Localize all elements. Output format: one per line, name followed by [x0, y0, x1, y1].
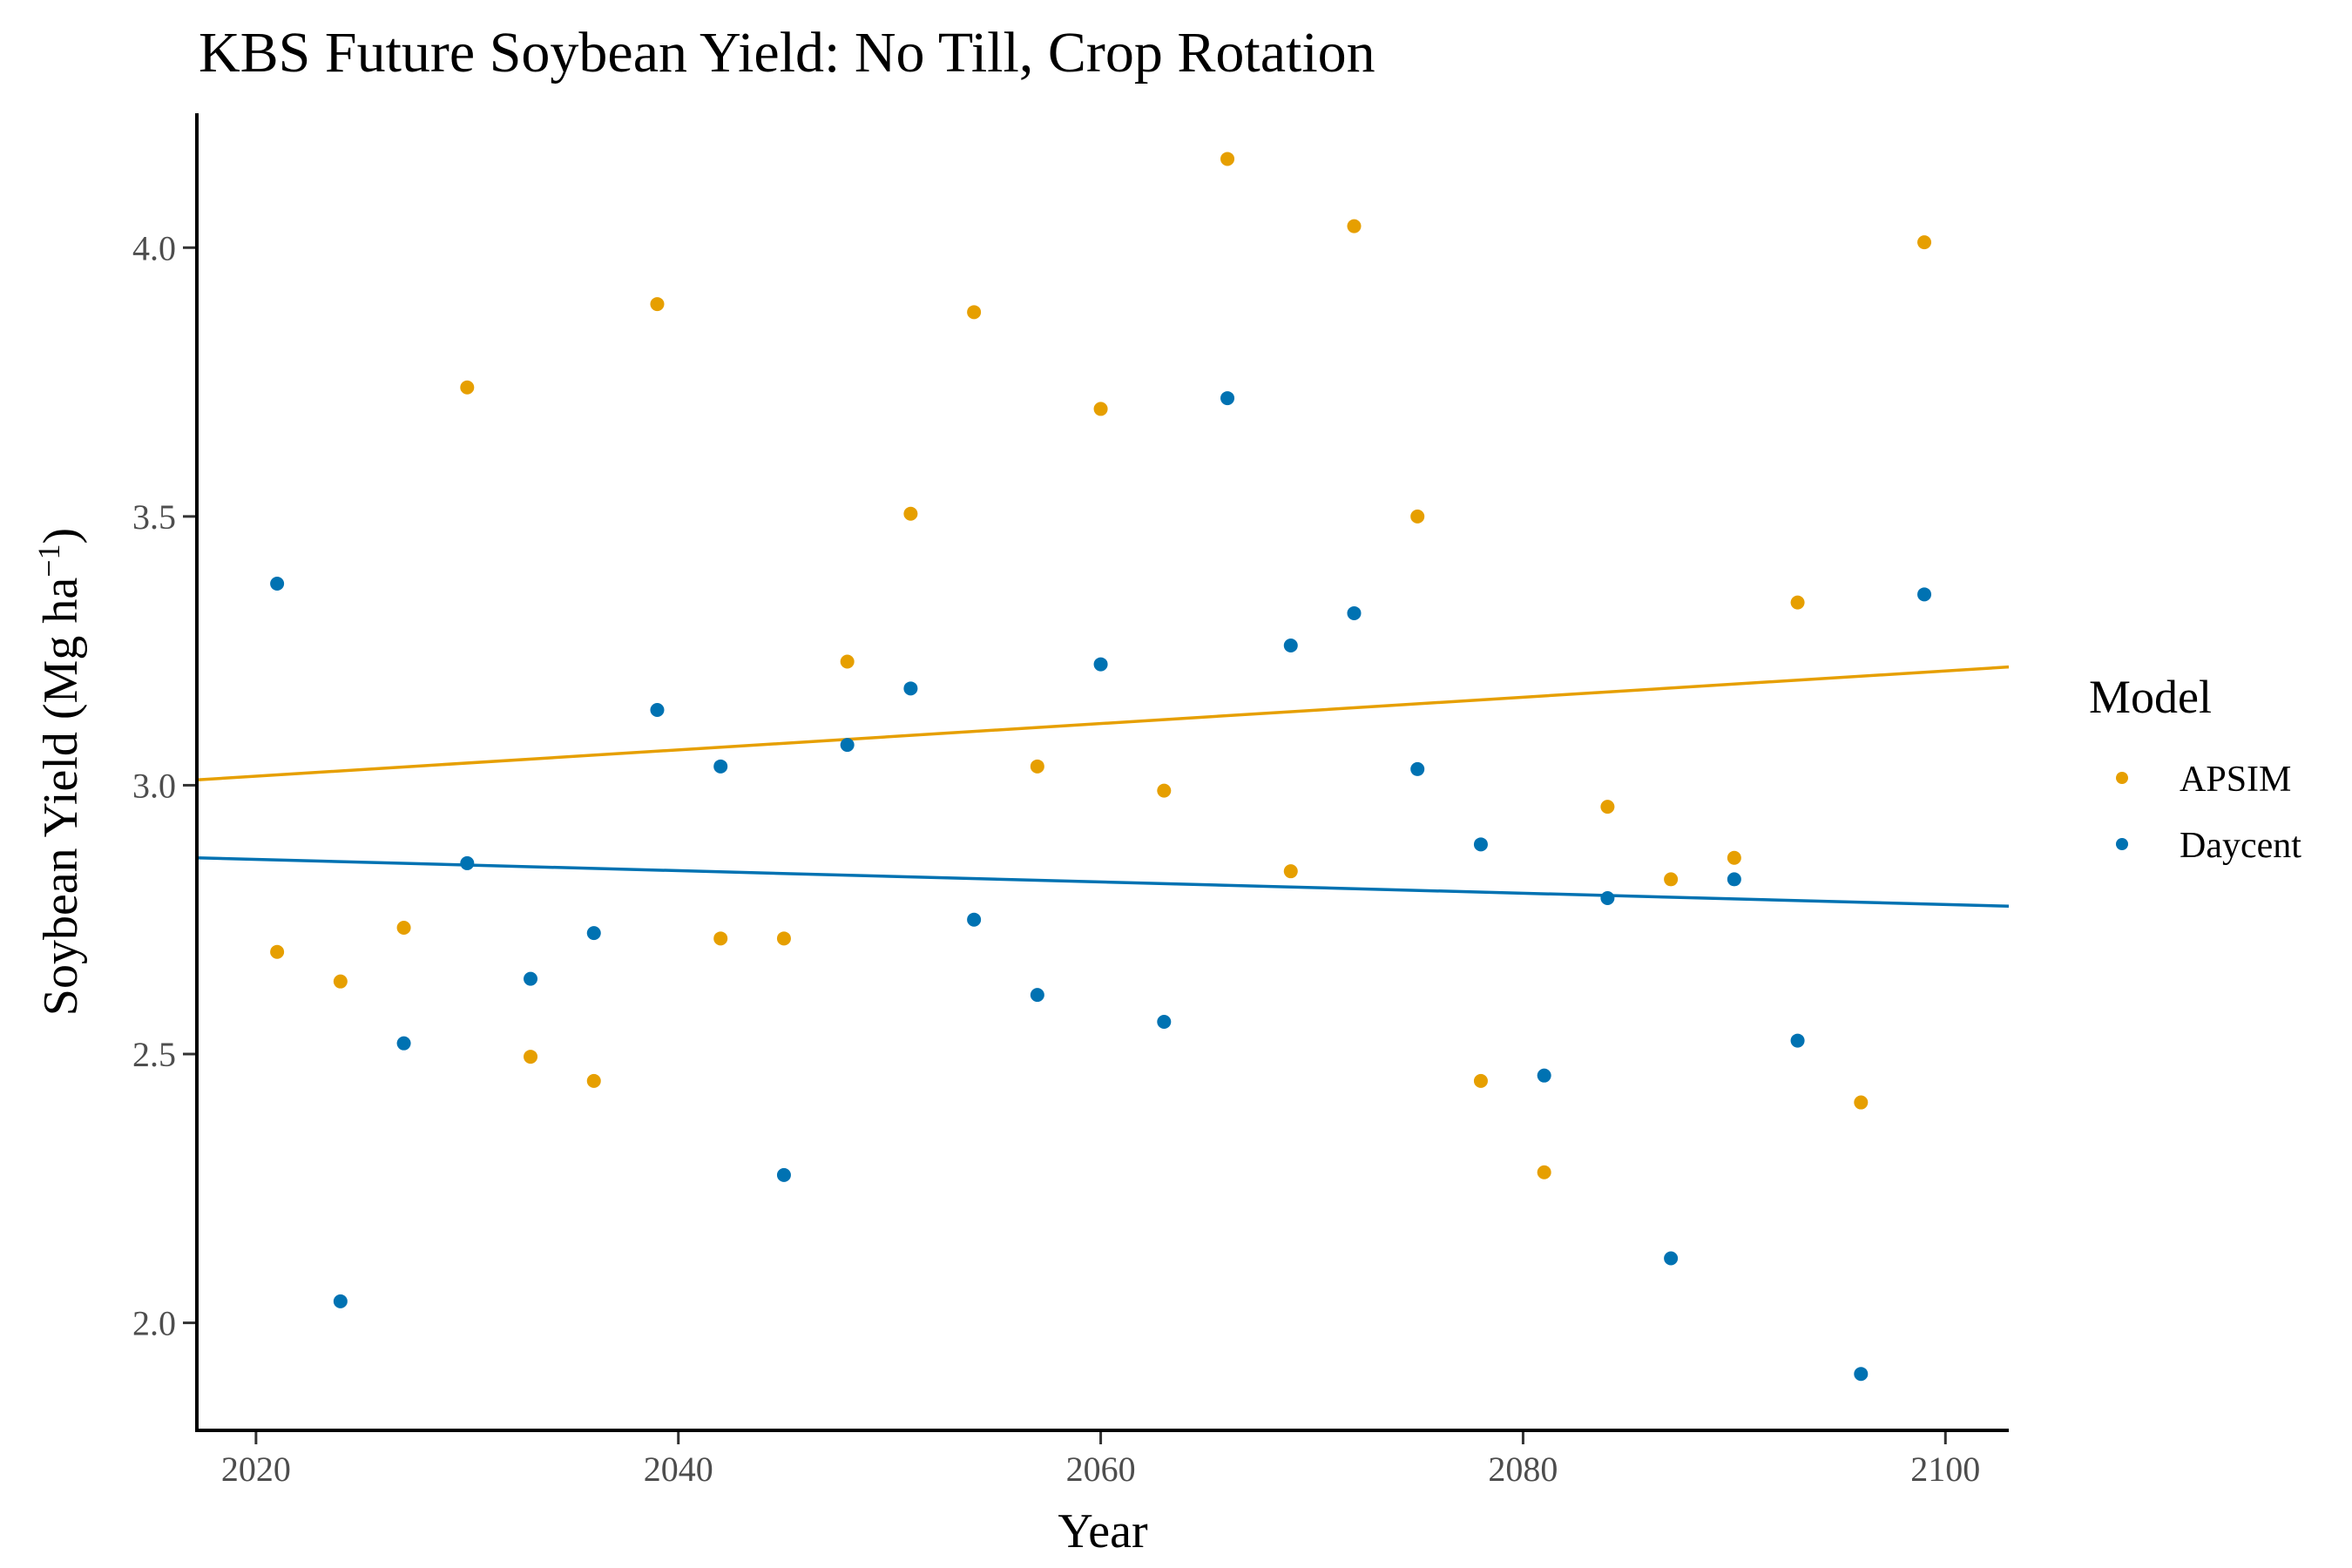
point-apsim	[1854, 1095, 1869, 1110]
y-tick-label: 3.5	[132, 497, 176, 537]
point-daycent	[713, 759, 728, 774]
y-axis-title-close: )	[34, 528, 88, 544]
y-axis-title: Soybean Yield (Mg ha−1)	[31, 528, 88, 1016]
point-apsim	[270, 944, 285, 959]
x-tick-label: 2060	[1066, 1450, 1136, 1489]
point-daycent	[1664, 1251, 1679, 1266]
point-apsim	[1473, 1073, 1488, 1088]
point-apsim	[1030, 759, 1044, 774]
point-daycent	[396, 1036, 411, 1051]
point-apsim	[1410, 509, 1425, 524]
point-daycent	[776, 1167, 791, 1182]
point-apsim	[967, 305, 982, 320]
point-apsim	[1790, 595, 1805, 610]
point-daycent	[460, 855, 475, 870]
x-axis-ticks: 2020 2040 2060 2080 2100	[221, 1432, 1980, 1489]
point-apsim	[396, 920, 411, 935]
point-daycent	[1347, 605, 1362, 620]
y-tick-label: 3.0	[132, 766, 176, 805]
y-tick-label: 2.0	[132, 1304, 176, 1343]
point-daycent	[524, 971, 538, 986]
y-tick-label: 2.5	[132, 1035, 176, 1074]
point-apsim	[1093, 402, 1108, 416]
point-daycent	[333, 1294, 348, 1308]
point-apsim	[713, 931, 728, 946]
point-apsim	[840, 654, 855, 669]
x-tick-label: 2040	[644, 1450, 713, 1489]
point-daycent	[1917, 587, 1932, 602]
point-daycent	[650, 703, 665, 718]
trend-line-apsim	[196, 665, 2010, 782]
point-daycent	[1537, 1068, 1551, 1083]
x-tick-label: 2020	[221, 1450, 291, 1489]
point-apsim	[1537, 1165, 1551, 1179]
x-tick-label: 2080	[1488, 1450, 1558, 1489]
legend-label-apsim: APSIM	[2180, 760, 2291, 800]
point-daycent	[1030, 988, 1044, 1003]
chart-title: KBS Future Soybean Yield: No Till, Crop …	[199, 21, 1375, 84]
y-axis-title-superscript: −1	[31, 544, 66, 577]
point-daycent	[1600, 891, 1615, 906]
point-daycent	[586, 926, 601, 941]
point-daycent	[1790, 1033, 1805, 1048]
x-tick-label: 2100	[1910, 1450, 1980, 1489]
point-apsim	[1600, 800, 1615, 814]
legend: Model APSIM Daycent	[2089, 671, 2301, 866]
point-daycent	[1410, 761, 1425, 776]
point-daycent	[1473, 837, 1488, 852]
point-apsim	[1917, 235, 1932, 250]
point-apsim	[1157, 783, 1172, 798]
point-daycent	[1727, 872, 1741, 887]
y-axis-title-main: Soybean Yield (Mg ha	[34, 578, 88, 1017]
point-apsim	[333, 974, 348, 989]
point-daycent	[270, 577, 285, 591]
point-daycent	[1854, 1367, 1869, 1382]
point-apsim	[650, 297, 665, 312]
point-apsim	[1727, 850, 1741, 865]
point-daycent	[1220, 391, 1235, 406]
point-apsim	[903, 506, 918, 521]
plot-area	[196, 152, 2010, 1382]
point-daycent	[1283, 638, 1298, 652]
point-daycent	[1157, 1014, 1172, 1029]
legend-label-daycent: Daycent	[2180, 826, 2301, 866]
point-apsim	[460, 380, 475, 395]
point-apsim	[524, 1050, 538, 1064]
point-apsim	[1283, 864, 1298, 879]
legend-key-daycent	[2116, 838, 2128, 850]
legend-key-apsim	[2116, 772, 2128, 784]
point-daycent	[967, 912, 982, 927]
point-apsim	[1347, 219, 1362, 233]
point-apsim	[586, 1073, 601, 1088]
y-axis-ticks: 2.0 2.5 3.0 3.5 4.0	[132, 228, 195, 1343]
point-apsim	[776, 931, 791, 946]
x-axis-title: Year	[1058, 1504, 1148, 1558]
y-tick-label: 4.0	[132, 228, 176, 267]
point-daycent	[1093, 657, 1108, 672]
point-daycent	[903, 681, 918, 696]
trend-line-daycent	[196, 855, 2010, 909]
legend-title: Model	[2089, 671, 2212, 723]
point-daycent	[840, 738, 855, 753]
point-apsim	[1664, 872, 1679, 887]
point-apsim	[1220, 152, 1235, 166]
